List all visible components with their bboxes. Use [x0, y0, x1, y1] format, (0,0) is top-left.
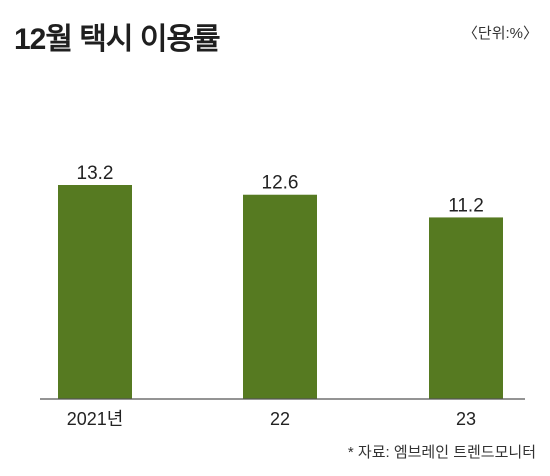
bar: [243, 194, 317, 399]
x-tick-label: 22: [270, 409, 290, 429]
bar: [429, 217, 503, 399]
x-tick-label: 2021년: [67, 409, 124, 429]
source-note: * 자료: 엠브레인 트렌드모니터: [347, 444, 536, 461]
bar-value-label: 11.2: [448, 195, 484, 216]
chart-title: 12월 택시 이용률: [14, 23, 221, 56]
x-tick-label: 23: [456, 409, 476, 429]
bar: [58, 185, 132, 399]
bar-value-label: 12.6: [262, 173, 299, 194]
bar-value-label: 13.2: [77, 163, 114, 184]
unit-label: 〈단위:%〉: [462, 25, 538, 42]
